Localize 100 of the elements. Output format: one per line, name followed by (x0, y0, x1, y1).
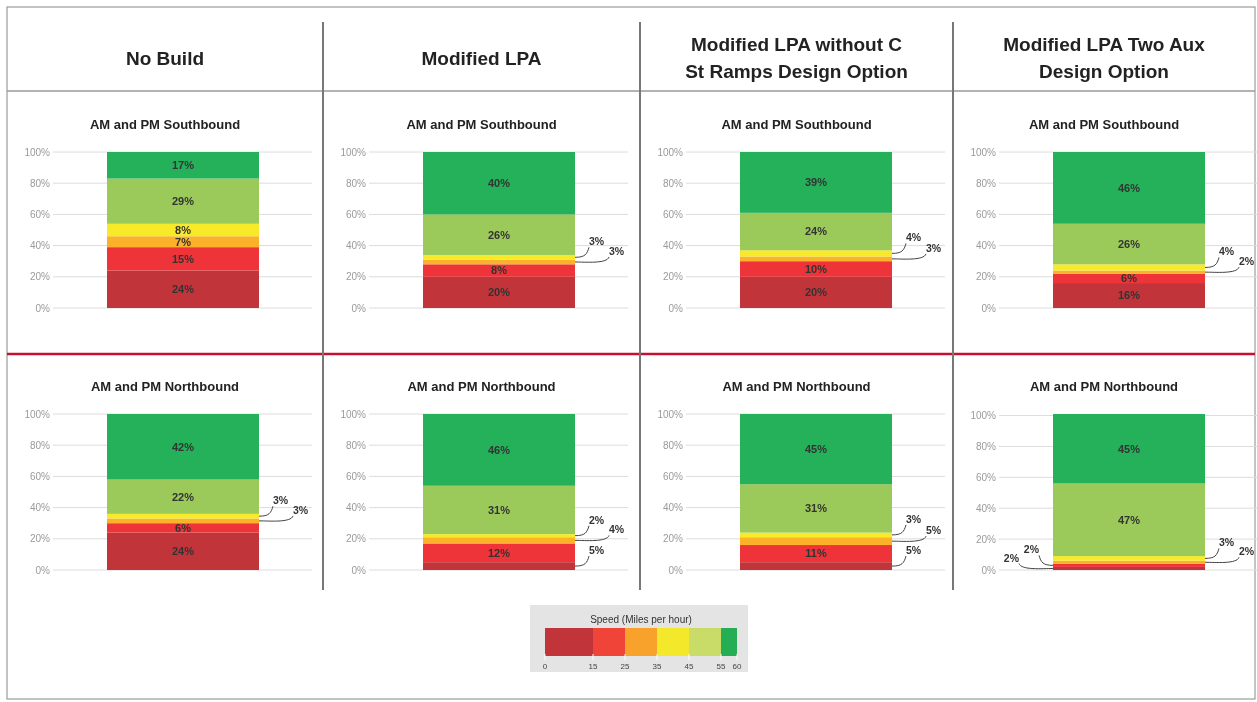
y-tick-label: 20% (29, 271, 51, 283)
chart-title: Speed (Miles per hour) (590, 613, 692, 625)
y-tick-label: 100% (340, 146, 367, 158)
data-label: 6% (175, 521, 192, 534)
chart-title: AM and PM Northbound (722, 378, 871, 394)
bar (423, 264, 575, 277)
bar (1053, 264, 1205, 271)
chart-title: AM and PM Northbound (1029, 378, 1179, 394)
y-tick-label: 20% (975, 533, 997, 545)
data-label: 24% (171, 545, 195, 558)
data-label: 12% (487, 546, 511, 559)
bar (423, 254, 575, 260)
y-tick-label: 60% (975, 208, 997, 220)
bar (740, 537, 892, 546)
y-tick-label: 20% (345, 533, 367, 545)
data-label: 2% (1023, 543, 1040, 556)
bar (107, 414, 259, 480)
x-tick-label: 55 (716, 661, 726, 671)
bar (423, 414, 575, 486)
data-label: 16% (1117, 289, 1141, 302)
y-tick-label: 40% (662, 240, 684, 252)
data-label: 5% (906, 544, 922, 557)
data-label: 3% (273, 494, 289, 507)
bar (740, 276, 892, 308)
data-label: 3% (589, 235, 605, 248)
data-label: 39% (804, 176, 828, 189)
bar (107, 270, 259, 308)
y-tick-label: 60% (662, 208, 684, 220)
bar (657, 628, 689, 656)
data-label: 20% (804, 286, 828, 299)
y-tick-label: 0% (981, 302, 997, 314)
y-tick-label: 20% (662, 271, 684, 283)
bar (107, 178, 259, 224)
data-label: 4% (906, 231, 922, 244)
y-tick-label: 60% (345, 470, 367, 482)
y-tick-label: 40% (29, 240, 51, 252)
bar (1053, 152, 1205, 224)
y-tick-label: 40% (975, 240, 997, 252)
bar (423, 543, 575, 563)
data-label: 22% (171, 490, 195, 503)
y-tick-label: 100% (340, 408, 367, 420)
bar (107, 247, 259, 271)
bar (740, 414, 892, 485)
bar (740, 562, 892, 570)
bar (107, 513, 259, 519)
bar (107, 532, 259, 570)
data-label: 11% (805, 547, 827, 560)
data-label: 8% (491, 264, 508, 277)
y-tick-label: 100% (24, 146, 51, 158)
bar (740, 261, 892, 277)
bar (1053, 483, 1205, 557)
chart-subtitle: AM and PM Southbound (406, 116, 557, 132)
data-label: 4% (1219, 245, 1235, 258)
y-tick-label: 100% (657, 408, 684, 420)
data-label: 3% (906, 512, 922, 525)
data-label: 3% (609, 245, 625, 258)
bar (107, 523, 259, 533)
data-label: 45% (804, 442, 828, 455)
data-label: 24% (171, 283, 195, 296)
bar (593, 628, 625, 656)
data-label: 2% (1003, 551, 1020, 564)
data-label: 3% (926, 241, 942, 254)
bar (1053, 283, 1205, 308)
data-label: 26% (487, 228, 511, 241)
y-tick-label: 0% (35, 302, 51, 314)
bar (740, 152, 892, 213)
y-tick-label: 40% (345, 240, 367, 252)
y-tick-label: 60% (29, 470, 51, 482)
y-tick-label: 40% (29, 502, 51, 514)
chart-title: AM and PM Northbound (407, 378, 556, 394)
y-tick-label: 80% (345, 177, 367, 189)
y-tick-label: 40% (345, 502, 367, 514)
bar (423, 485, 575, 535)
chart-subtitle: AM and PM Southbound (721, 116, 872, 132)
data-label: 10% (804, 262, 828, 275)
y-tick-label: 80% (29, 439, 51, 451)
bar (423, 534, 575, 538)
y-tick-label: 80% (975, 440, 997, 452)
data-label: 6% (1121, 272, 1138, 285)
x-tick-label: 25 (620, 661, 630, 671)
y-tick-label: 100% (657, 146, 684, 158)
chart-title: Modified LPA Two Aux Design Option (1003, 34, 1206, 82)
y-tick-label: 80% (975, 177, 997, 189)
data-label: 24% (804, 225, 828, 238)
data-label: 26% (1117, 237, 1141, 250)
y-tick-label: 100% (970, 146, 997, 158)
x-tick-label: 45 (684, 661, 694, 671)
data-label: 4% (609, 523, 625, 536)
y-tick-label: 0% (35, 564, 51, 576)
y-tick-label: 80% (662, 439, 684, 451)
chart-title: AM and PM Northbound (90, 378, 240, 394)
x-tick-label: 35 (652, 661, 662, 671)
x-tick-label: 15 (588, 661, 598, 671)
bar (1053, 556, 1205, 561)
bar (423, 214, 575, 255)
bar (1053, 414, 1205, 484)
bar (107, 236, 259, 248)
x-tick-label: 0 (542, 661, 548, 671)
bar (423, 276, 575, 308)
data-label: 47% (1117, 513, 1141, 526)
